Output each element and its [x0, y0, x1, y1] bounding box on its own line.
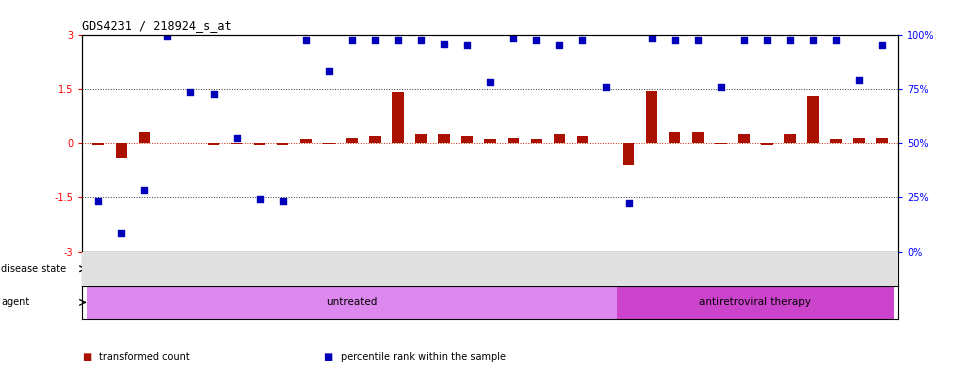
Bar	[617, 286, 894, 319]
Bar	[738, 134, 750, 143]
Bar	[87, 252, 295, 286]
Bar	[462, 136, 473, 143]
Text: percentile rank within the sample: percentile rank within the sample	[341, 352, 506, 362]
Point	[344, 37, 359, 43]
Text: transformed count: transformed count	[99, 352, 190, 362]
Bar	[300, 139, 312, 143]
Text: uninfected control: uninfected control	[143, 264, 239, 274]
Point	[136, 187, 152, 193]
Point	[829, 37, 844, 43]
Bar	[577, 136, 588, 143]
Bar	[231, 143, 242, 144]
Point	[552, 42, 567, 48]
Bar	[93, 143, 104, 145]
Point	[460, 42, 475, 48]
Point	[667, 37, 682, 43]
Point	[621, 200, 637, 206]
Bar	[507, 137, 519, 143]
Point	[298, 37, 314, 43]
Bar	[369, 136, 381, 143]
Bar	[346, 137, 357, 143]
Bar	[208, 143, 219, 145]
Bar	[323, 143, 334, 144]
Point	[874, 42, 890, 48]
Text: antiretroviral therapy: antiretroviral therapy	[699, 297, 811, 308]
Point	[390, 37, 406, 43]
Text: ■: ■	[324, 352, 333, 362]
Point	[575, 37, 590, 43]
Point	[252, 196, 268, 202]
Bar	[277, 143, 289, 145]
Bar	[808, 96, 819, 143]
Text: GDS4231 / 218924_s_at: GDS4231 / 218924_s_at	[82, 19, 232, 32]
Bar	[392, 93, 404, 143]
Point	[183, 89, 198, 96]
Bar	[295, 252, 894, 286]
Bar	[87, 286, 617, 319]
Point	[482, 78, 498, 84]
Point	[782, 37, 798, 43]
Bar	[692, 132, 703, 143]
Point	[437, 41, 452, 47]
Bar	[254, 143, 266, 145]
Bar	[623, 143, 635, 165]
Point	[690, 37, 705, 43]
Bar	[138, 132, 150, 143]
Bar	[876, 137, 888, 143]
Point	[91, 198, 106, 204]
Point	[806, 37, 821, 43]
Bar	[439, 134, 450, 143]
Point	[713, 84, 728, 90]
Bar	[853, 137, 865, 143]
Text: HIV1-HAND: HIV1-HAND	[564, 264, 623, 274]
Point	[321, 68, 336, 74]
Text: ■: ■	[82, 352, 92, 362]
Bar	[761, 143, 773, 145]
Point	[505, 35, 521, 41]
Bar	[415, 134, 427, 143]
Point	[229, 134, 244, 141]
Bar	[530, 139, 542, 143]
Text: disease state: disease state	[1, 264, 66, 274]
Bar	[554, 134, 565, 143]
Point	[114, 230, 129, 237]
Bar	[831, 139, 842, 143]
Text: agent: agent	[1, 297, 29, 308]
Point	[206, 91, 221, 97]
Bar	[646, 91, 658, 143]
Point	[759, 37, 775, 43]
Text: untreated: untreated	[327, 297, 378, 308]
Point	[736, 37, 752, 43]
Bar	[668, 132, 680, 143]
Bar	[784, 134, 796, 143]
Point	[644, 35, 660, 41]
Point	[159, 33, 175, 40]
Point	[413, 37, 429, 43]
Point	[367, 37, 383, 43]
Point	[275, 198, 291, 204]
Bar	[715, 143, 726, 144]
Point	[598, 84, 613, 90]
Point	[528, 37, 544, 43]
Point	[851, 77, 867, 83]
Bar	[116, 143, 128, 157]
Bar	[485, 139, 496, 143]
